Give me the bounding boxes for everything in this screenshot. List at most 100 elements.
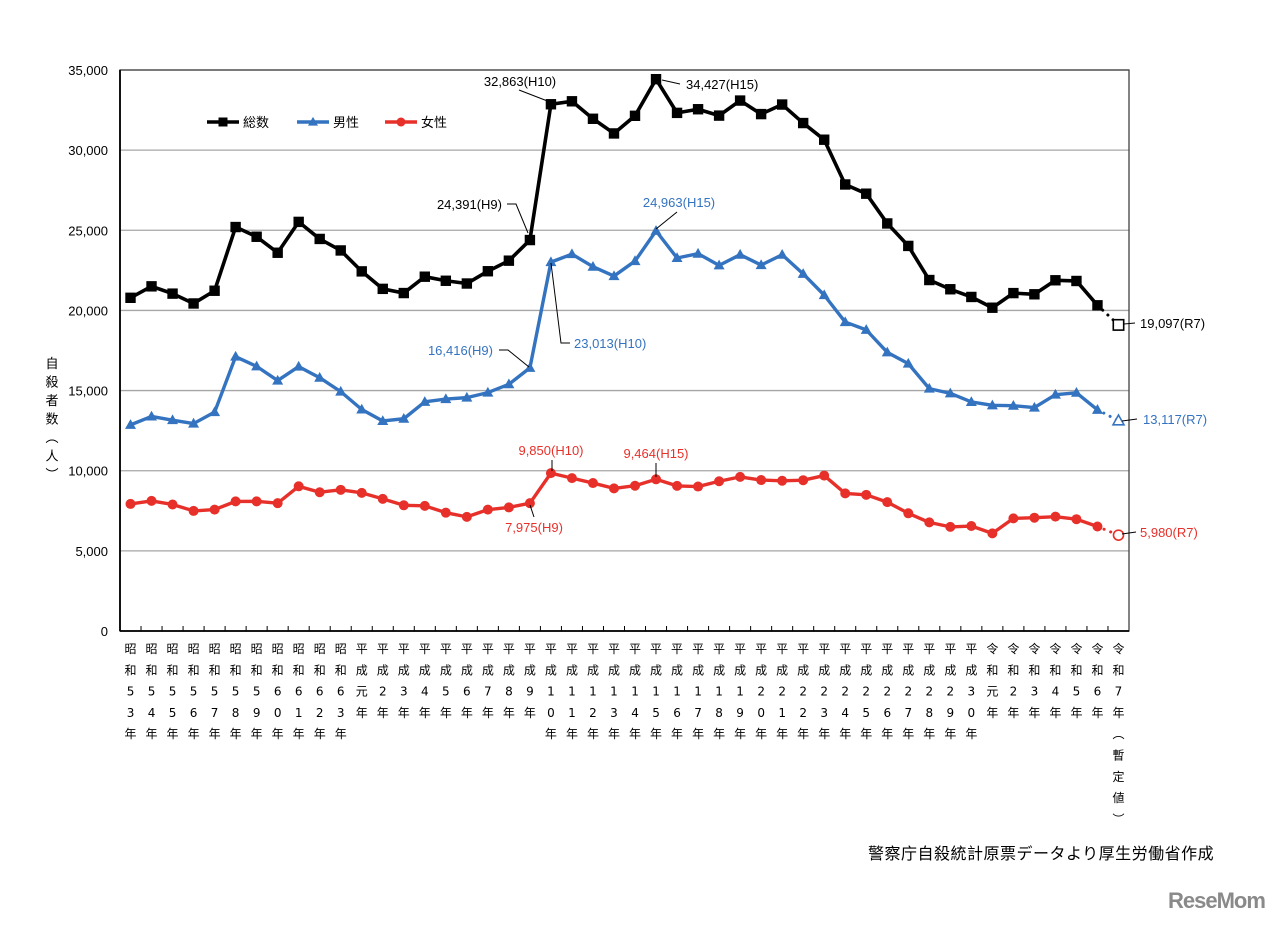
x-label-char: 1 — [631, 685, 639, 699]
x-label-char: 年 — [797, 727, 809, 741]
x-label-char: 昭 — [209, 642, 221, 656]
x-label-char: 平 — [839, 642, 851, 656]
x-category-label: 昭和 5 5 年 — [167, 642, 179, 741]
square-marker — [188, 298, 199, 309]
x-label-char: 3 — [968, 685, 976, 699]
y-axis-title-char: 者 — [45, 394, 58, 409]
circle-marker — [735, 471, 746, 482]
square-marker — [840, 179, 851, 190]
x-label-char: 4 — [1052, 685, 1060, 699]
x-category-label: 平成 1 5 年 — [650, 642, 662, 741]
x-label-char: 3 — [337, 706, 345, 720]
x-label-char: 0 — [547, 706, 555, 720]
y-tick-label: 5,000 — [75, 544, 108, 559]
triangle-marker — [293, 360, 305, 371]
x-label-char: 年 — [356, 706, 368, 720]
circle-marker — [882, 497, 893, 508]
x-label-char: 8 — [925, 706, 933, 720]
x-label-char: 2 — [820, 685, 828, 699]
x-label-char: 1 — [736, 685, 744, 699]
leader-line — [518, 89, 551, 103]
x-label-char: 6 — [1094, 685, 1102, 699]
x-label-char: 成 — [902, 663, 914, 677]
x-label-char: 和 — [335, 663, 347, 677]
x-label-char: 1 — [652, 685, 660, 699]
x-label-char: 令 — [1112, 641, 1124, 656]
x-label-char: 2 — [925, 685, 933, 699]
circle-marker — [293, 481, 304, 492]
triangle-marker — [167, 414, 179, 425]
x-label-char: 4 — [631, 706, 639, 720]
x-category-label: 昭和 6 2 年 — [314, 642, 326, 741]
square-marker — [797, 117, 809, 129]
triangle-marker — [188, 417, 200, 428]
x-label-char: 6 — [883, 706, 891, 720]
circle-marker — [230, 496, 241, 507]
x-label-char: 9 — [526, 685, 534, 699]
x-label-char: 年 — [860, 727, 872, 741]
x-label-char: 8 — [505, 685, 513, 699]
x-label-char: 6 — [190, 706, 198, 720]
square-marker — [377, 283, 388, 295]
annotation-text: 24,391(H9) — [437, 197, 502, 212]
x-category-label: 平成 9 年 — [524, 642, 536, 720]
annotation-text: 19,097(R7) — [1140, 316, 1205, 331]
x-label-char: 4 — [421, 685, 429, 699]
square-marker — [461, 278, 473, 289]
x-label-char: 成 — [755, 663, 767, 677]
x-category-label: 令和 7 年 ︵ 暫定値 ︶ — [1112, 641, 1124, 826]
x-label-char: ︵ — [1112, 727, 1124, 741]
y-axis-tick-labels: 0 5,000 10,000 15,000 20,000 25,000 30,000 35,0… — [68, 63, 108, 639]
x-label-char: 成 — [503, 663, 515, 677]
x-label-char: 1 — [295, 706, 303, 720]
triangle-marker — [713, 259, 725, 270]
x-label-char: 成 — [692, 663, 704, 677]
x-category-label: 令和 2 年 — [1007, 641, 1019, 720]
annotation-text: 24,963(H15) — [643, 195, 715, 210]
triangle-marker — [881, 346, 893, 357]
x-category-label: 令和 3 年 — [1028, 641, 1040, 720]
square-marker — [608, 128, 620, 139]
x-label-char: 9 — [947, 706, 955, 720]
x-category-label: 平成 2 年 — [377, 642, 389, 720]
y-axis-title-char: 殺 — [45, 376, 58, 391]
x-label-char: 年 — [419, 706, 431, 720]
x-label-char: 年 — [209, 727, 221, 741]
x-axis-category-labels: 昭和53年昭和54年昭和55年昭和56年昭和57年昭和58年昭和59年昭和60年… — [125, 641, 1125, 826]
x-label-char: 1 — [694, 685, 702, 699]
x-label-char: 2 — [379, 685, 387, 699]
circle-marker — [819, 470, 830, 481]
x-label-char: 成 — [797, 663, 809, 677]
x-label-char: 昭 — [125, 642, 137, 656]
triangle-marker — [650, 225, 662, 235]
triangle-marker — [902, 357, 914, 368]
triangle-marker — [944, 387, 956, 398]
x-label-char: 2 — [316, 706, 324, 720]
x-label-char: 成 — [713, 663, 725, 677]
x-label-char: 成 — [566, 663, 578, 677]
x-label-char: 平 — [419, 642, 431, 656]
circle-marker — [167, 499, 178, 510]
x-label-char: 平 — [461, 642, 473, 656]
x-label-char: 和 — [1007, 663, 1019, 677]
square-marker — [218, 117, 228, 127]
x-label-char: 1 — [673, 685, 681, 699]
annotation-text: 32,863(H10) — [484, 74, 556, 89]
triangle-marker — [230, 350, 242, 361]
circle-marker — [566, 473, 577, 484]
x-label-char: 平 — [440, 642, 452, 656]
x-label-char: 5 — [148, 685, 156, 699]
x-label-char: 成 — [440, 663, 452, 677]
triangle-marker — [251, 360, 263, 371]
square-marker — [945, 284, 956, 295]
x-label-char: 7 — [211, 706, 219, 720]
square-marker — [1092, 300, 1103, 311]
x-label-char: 9 — [253, 706, 261, 720]
x-label-char: 平 — [713, 642, 725, 656]
triangle-marker — [839, 316, 851, 327]
circle-marker — [987, 528, 998, 539]
square-marker — [629, 110, 641, 121]
x-label-char: 年 — [692, 727, 704, 741]
